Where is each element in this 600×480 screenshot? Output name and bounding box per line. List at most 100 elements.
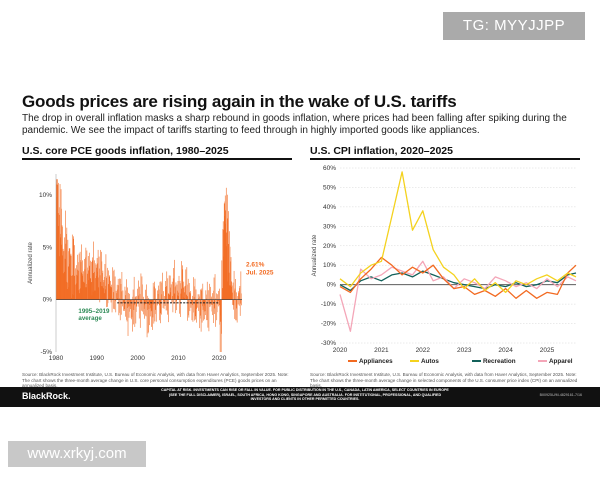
pce-bar — [175, 282, 177, 300]
pce-bar — [144, 299, 146, 305]
pce-bar — [166, 299, 168, 311]
pce-bar — [103, 293, 105, 300]
pce-bar — [109, 276, 110, 300]
pce-bar — [87, 256, 89, 300]
pce-bar — [135, 299, 137, 312]
pce-bar — [226, 232, 227, 300]
pce-bar — [96, 275, 97, 300]
pce-bar — [170, 292, 172, 300]
pce-bar — [206, 298, 208, 300]
pce-bar — [93, 273, 94, 300]
pce-bar — [126, 299, 128, 322]
pce-bar — [170, 287, 171, 300]
pce-bar — [83, 282, 85, 300]
pce-bar — [220, 299, 222, 322]
pce-bar — [71, 234, 73, 300]
pce-bar — [175, 285, 176, 300]
pce-bar — [174, 287, 176, 300]
pce-bar — [238, 291, 239, 300]
pce-bar — [114, 299, 115, 310]
pce-bar — [58, 182, 59, 300]
cpi-y-tick-label: -10% — [321, 301, 336, 308]
pce-bar — [239, 288, 240, 300]
pce-bar — [135, 299, 137, 324]
pce-bar — [135, 296, 136, 300]
pce-bar — [234, 288, 236, 300]
pce-bar — [221, 299, 222, 334]
pce-bar — [146, 284, 147, 300]
pce-bar — [153, 286, 155, 300]
pce-bar — [182, 297, 184, 300]
pce-bar — [198, 294, 200, 300]
pce-bar — [89, 267, 91, 300]
pce-bar — [86, 283, 87, 300]
pce-bar — [188, 299, 190, 318]
pce-bar — [202, 299, 203, 307]
pce-bar — [77, 254, 79, 300]
pce-bar — [187, 296, 189, 300]
pce-bar — [128, 299, 130, 318]
pce-bar — [92, 260, 93, 300]
pce-bar — [86, 250, 88, 300]
pce-bar — [123, 299, 124, 311]
pce-bar — [117, 298, 119, 300]
pce-bar — [213, 290, 214, 300]
pce-bar — [228, 211, 229, 300]
pce-bar — [200, 289, 201, 300]
pce-bar — [208, 299, 210, 332]
pce-bar — [151, 299, 153, 311]
left-chart-rule — [22, 158, 292, 160]
pce-bar — [124, 299, 125, 311]
pce-bar — [189, 292, 190, 300]
pce-bar — [92, 291, 94, 300]
pce-bar — [240, 299, 241, 304]
pce-bar — [185, 294, 187, 300]
pce-bar — [65, 243, 67, 300]
cpi-legend-label: Appliances — [359, 358, 393, 365]
pce-bar — [88, 280, 89, 300]
pce-bar — [186, 267, 188, 300]
pce-bar — [56, 179, 57, 300]
pce-bar — [236, 299, 238, 309]
pce-bar — [211, 299, 213, 312]
pce-bar — [133, 299, 134, 325]
pce-bar — [216, 299, 218, 321]
pce-bar — [78, 253, 80, 300]
pce-bar — [172, 296, 173, 300]
pce-bar — [98, 277, 99, 300]
pce-bar — [134, 297, 136, 300]
right-chart-note: Source: BlackRock Investment Institute, … — [310, 372, 578, 389]
pce-bar — [234, 299, 236, 319]
pce-bar — [103, 279, 105, 300]
pce-bar — [96, 257, 98, 300]
pce-bar — [85, 257, 86, 300]
watermark-bottom: www.xrkyj.com — [8, 441, 146, 467]
pce-bar — [196, 299, 197, 309]
pce-bar — [78, 290, 79, 300]
pce-bar — [160, 299, 161, 324]
pce-bar — [194, 286, 195, 300]
cpi-x-tick-label: 2024 — [498, 347, 513, 354]
pce-bar — [199, 299, 201, 329]
pce-bar — [61, 208, 62, 300]
pce-y-tick-label: 5% — [43, 244, 53, 251]
cpi-y-tick-label: 30% — [323, 223, 336, 230]
pce-bar — [98, 287, 100, 300]
pce-bar — [189, 299, 191, 312]
pce-bar — [141, 276, 143, 300]
pce-bar — [106, 299, 107, 308]
pce-bar — [152, 282, 154, 300]
pce-bar — [178, 292, 179, 300]
pce-bar — [168, 299, 169, 323]
pce-bar — [210, 286, 211, 300]
pce-bar — [77, 262, 79, 300]
pce-bar — [210, 298, 212, 300]
cpi-series-appliances — [339, 256, 577, 299]
pce-bar — [155, 288, 156, 300]
pce-bar — [85, 287, 87, 300]
pce-bar — [86, 273, 88, 300]
pce-bar — [118, 299, 120, 316]
pce-bar — [88, 270, 90, 300]
pce-bar — [125, 290, 127, 300]
pce-bar — [174, 259, 175, 300]
